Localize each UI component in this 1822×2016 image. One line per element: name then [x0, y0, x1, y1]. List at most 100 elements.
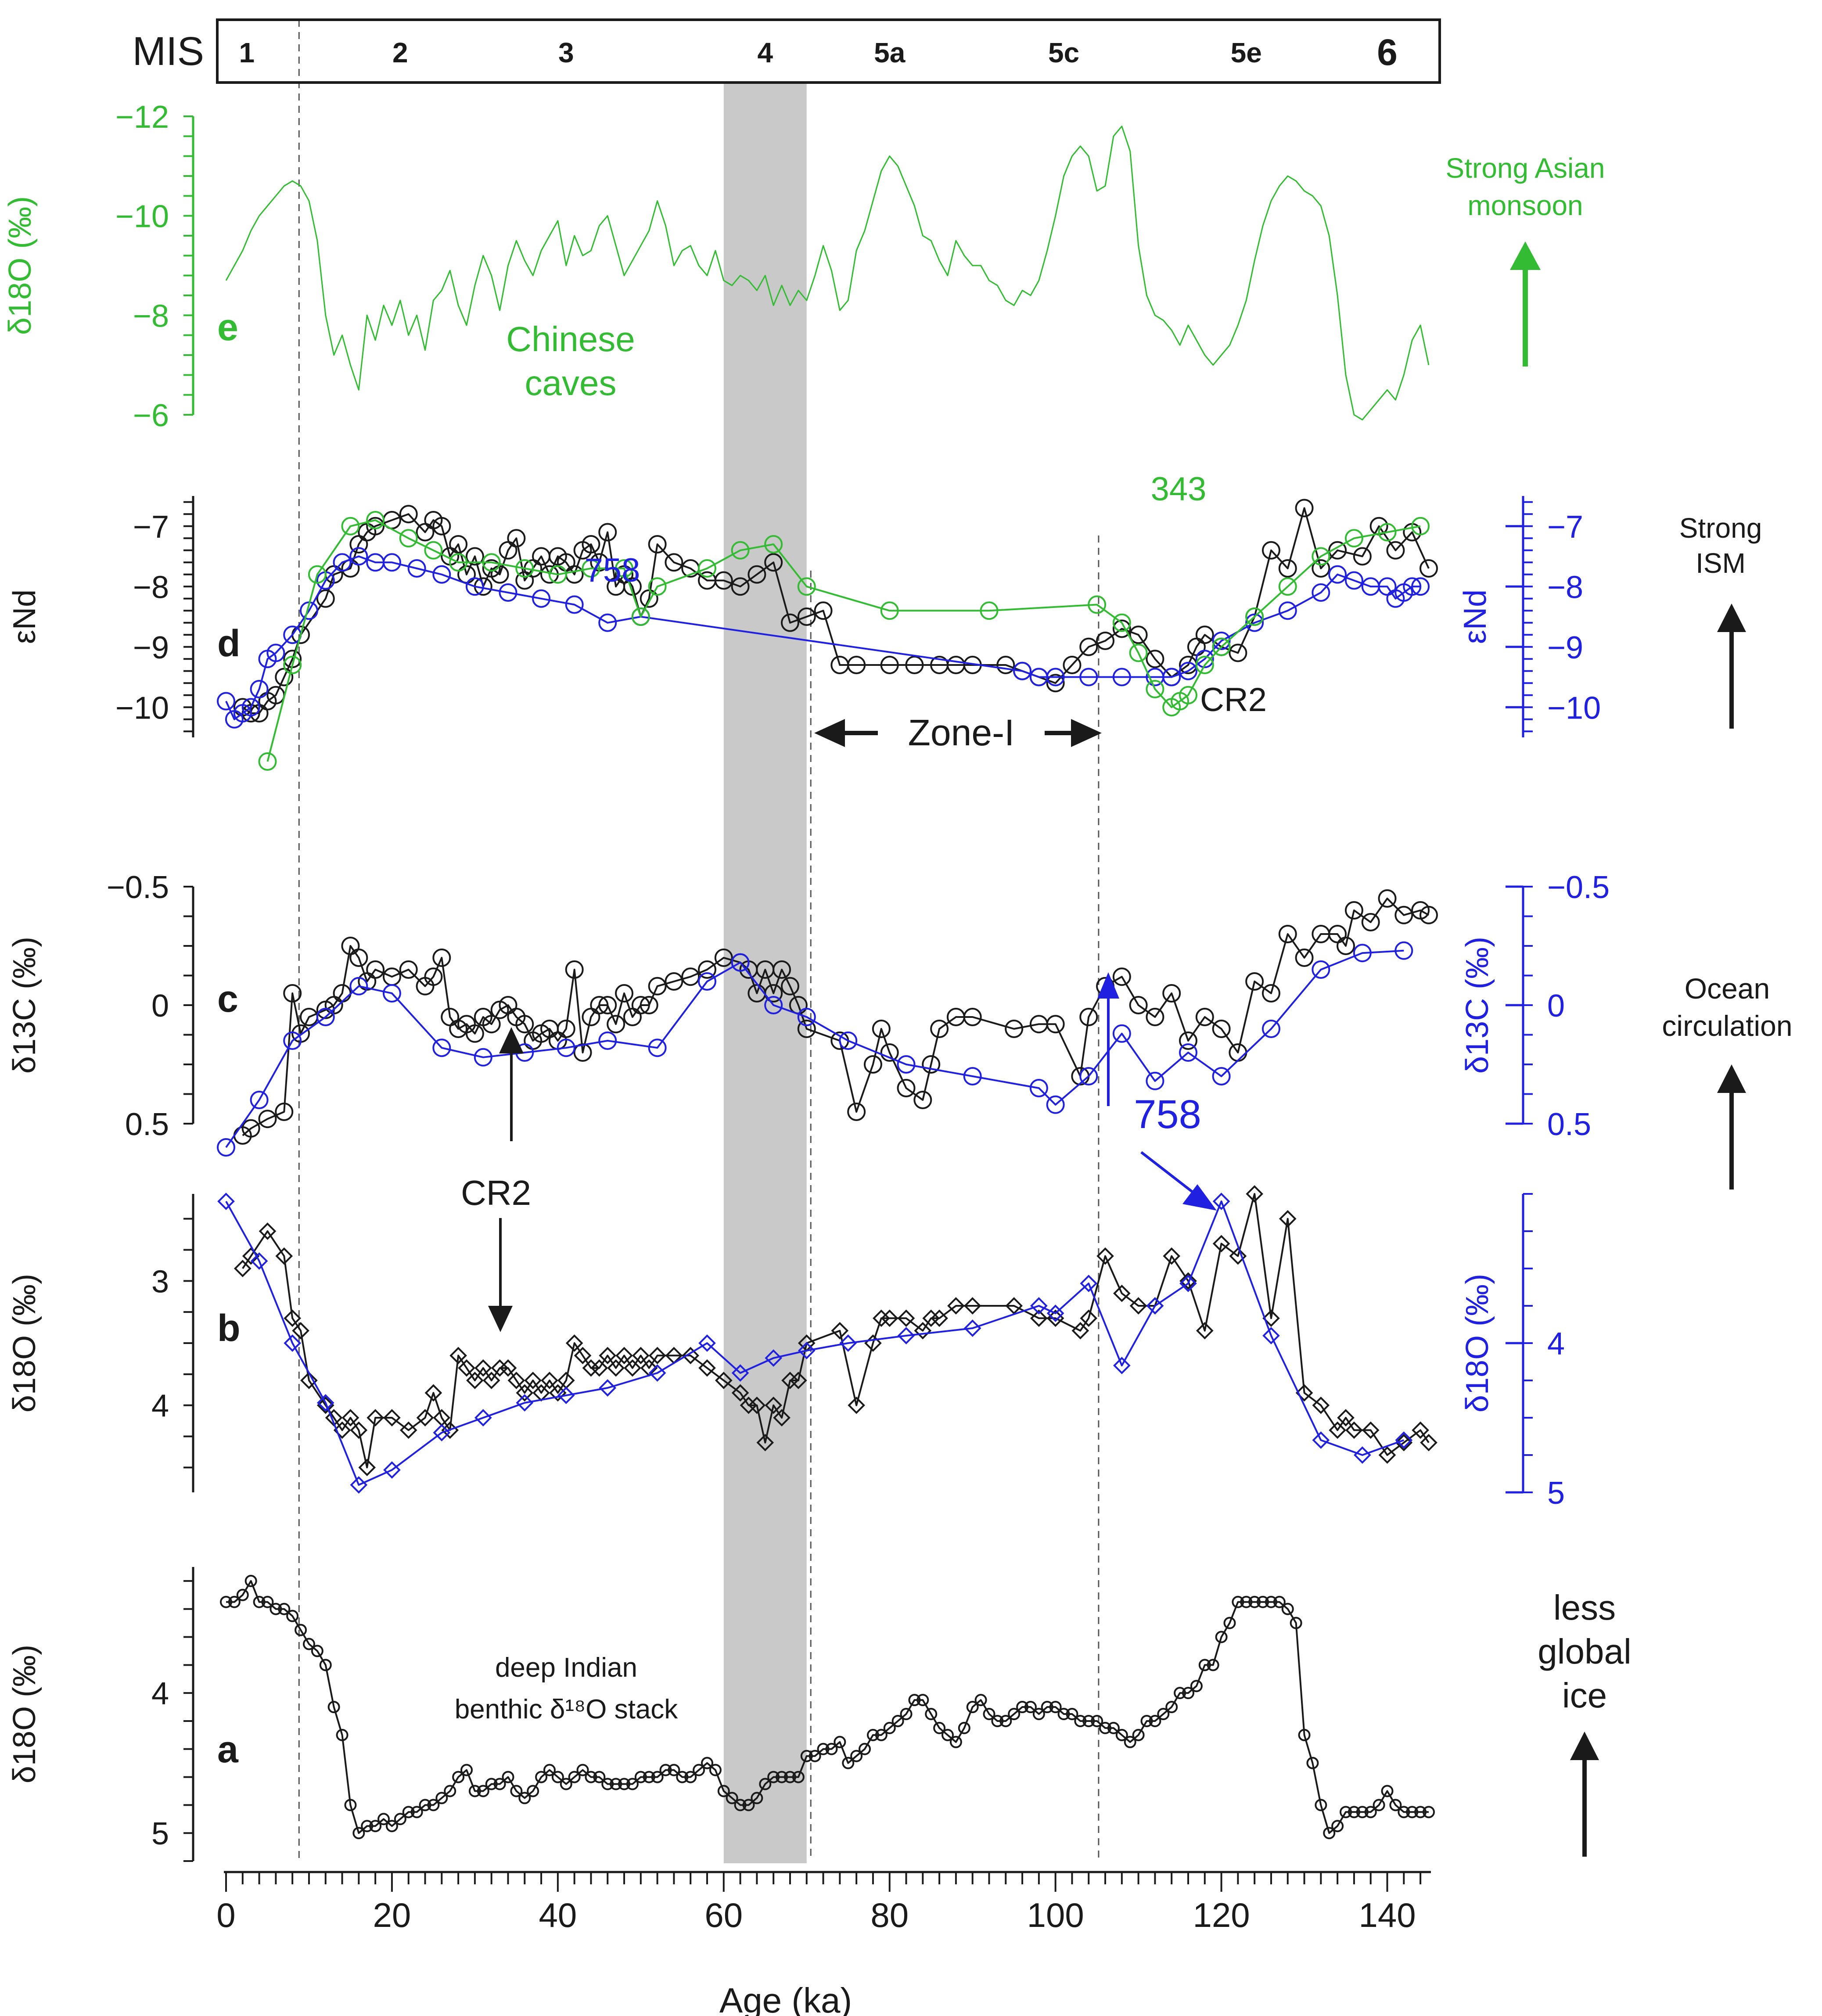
panel-b-point	[284, 1334, 302, 1352]
panel-d-point	[797, 577, 816, 596]
x-axis: 0 20 40 60 80 100 120 140	[216, 1871, 1431, 1934]
panel-c-y-tick-label: 0.5	[1547, 1107, 1591, 1142]
panel-a-point	[908, 1694, 921, 1707]
panel-b-point	[1046, 1304, 1064, 1322]
panel-d-y-tick-label: −10	[115, 690, 169, 726]
panel-d-point	[1278, 577, 1297, 596]
panel-c-point	[1179, 1043, 1197, 1062]
panel-letter-a: a	[217, 1729, 239, 1771]
panel-a-point	[751, 1792, 763, 1804]
panel-b-point	[1179, 1275, 1197, 1292]
panel-c-point	[1162, 984, 1181, 1003]
panel-d-point	[905, 656, 924, 674]
panel-d-point	[731, 577, 750, 596]
panel-a-point	[1099, 1721, 1112, 1734]
panel-d-point	[1146, 650, 1164, 668]
panel-c-point	[615, 984, 634, 1003]
panel-d-point	[1295, 499, 1314, 517]
panel-d-point	[465, 547, 484, 566]
panel-a-point	[643, 1771, 655, 1783]
x-tick-label: 20	[373, 1896, 411, 1934]
panel-c-point	[963, 1067, 982, 1085]
cr2-label-bc: CR2	[461, 1173, 531, 1212]
panel-a-point	[427, 1799, 440, 1811]
panel-d-y-tick-label: −7	[133, 510, 169, 545]
panel-c-y-tick-label: −0.5	[1547, 870, 1610, 905]
panel-a-point	[352, 1827, 365, 1840]
panel-a-point	[668, 1764, 680, 1776]
panel-b-point	[765, 1349, 783, 1367]
panel-d-point	[1129, 625, 1148, 644]
panel-a-point	[452, 1771, 465, 1783]
panel-b-point	[731, 1384, 749, 1402]
panel-a-point	[394, 1813, 406, 1826]
x-axis-label: Age (ka)	[719, 1981, 852, 2016]
panel-a-point	[1257, 1596, 1269, 1608]
panel-a-point	[1016, 1701, 1029, 1714]
panel-a-point	[817, 1743, 830, 1755]
panel-d-point	[1261, 541, 1280, 560]
panel-d-point	[1328, 565, 1347, 584]
panel-d-point	[1079, 668, 1098, 686]
panel-b-y-tick-label: 4	[151, 1389, 169, 1424]
mis-label: MIS	[132, 29, 204, 74]
panel-a-point	[916, 1694, 929, 1707]
panel-c-point	[1420, 906, 1438, 924]
panel-d-point	[1328, 541, 1347, 560]
panel-letter-d: d	[217, 622, 241, 665]
panel-b-point	[599, 1347, 617, 1365]
panel-a-point	[493, 1778, 506, 1790]
panel-a-point	[228, 1596, 241, 1608]
panel-a-point	[510, 1785, 523, 1797]
panel-d-point	[598, 613, 617, 632]
panel-d-point	[349, 547, 368, 566]
panel-c-point	[316, 1008, 335, 1026]
panel-d-point	[217, 692, 235, 711]
panel-d-point	[316, 589, 335, 608]
panel-b-point	[367, 1409, 384, 1427]
panel-b-point	[1212, 1235, 1230, 1253]
panel-d-point	[333, 553, 352, 572]
panel-c-point	[598, 996, 617, 1014]
panel-d-point	[665, 553, 683, 572]
panel-b-point	[1262, 1309, 1280, 1327]
panel-a-point	[1381, 1785, 1394, 1797]
panel-b-point	[963, 1297, 981, 1315]
panel-b-point	[316, 1394, 334, 1412]
mis-stage-label: 6	[1377, 32, 1398, 73]
panel-c-point	[780, 977, 799, 995]
panel-d-point	[241, 698, 260, 717]
panel-c-point	[515, 1015, 534, 1034]
panel-c-point	[1212, 1020, 1231, 1038]
panel-a-point	[866, 1729, 879, 1741]
panel-a-point	[1049, 1701, 1062, 1714]
panel-a-point	[726, 1792, 738, 1804]
panel-d-point	[1162, 668, 1181, 686]
panel-b-point	[740, 1396, 758, 1414]
panel-a-point	[1124, 1736, 1136, 1748]
panel-b-point	[897, 1309, 915, 1327]
panel-d-point	[1195, 625, 1214, 644]
panel-a-point	[1190, 1680, 1203, 1693]
panel-a-point	[1290, 1617, 1302, 1629]
panel-b-point	[1071, 1322, 1089, 1340]
panel-c-point	[275, 1103, 294, 1121]
panel-b-point	[499, 1359, 517, 1377]
panel-b-point	[872, 1309, 890, 1327]
panel-c-point	[640, 996, 658, 1014]
panel-b-point	[474, 1359, 492, 1377]
panel-a-point	[327, 1701, 340, 1714]
panel-a-point	[800, 1750, 813, 1762]
panel-a-point	[1032, 1708, 1045, 1720]
panel-a-point	[966, 1701, 979, 1714]
panel-b-point	[624, 1359, 641, 1377]
panel-c-point	[1344, 901, 1363, 920]
panel-c-point	[1112, 1024, 1131, 1043]
panel-a-point	[518, 1792, 531, 1804]
panel-e-y-axis-title: δ18O (‰)	[3, 196, 38, 335]
panel-c-point	[1394, 941, 1413, 960]
panel-d-point	[1096, 632, 1115, 650]
cr2-label-d: CR2	[1200, 681, 1267, 719]
panel-b-point	[300, 1372, 318, 1389]
panel-d-point	[1411, 517, 1430, 535]
